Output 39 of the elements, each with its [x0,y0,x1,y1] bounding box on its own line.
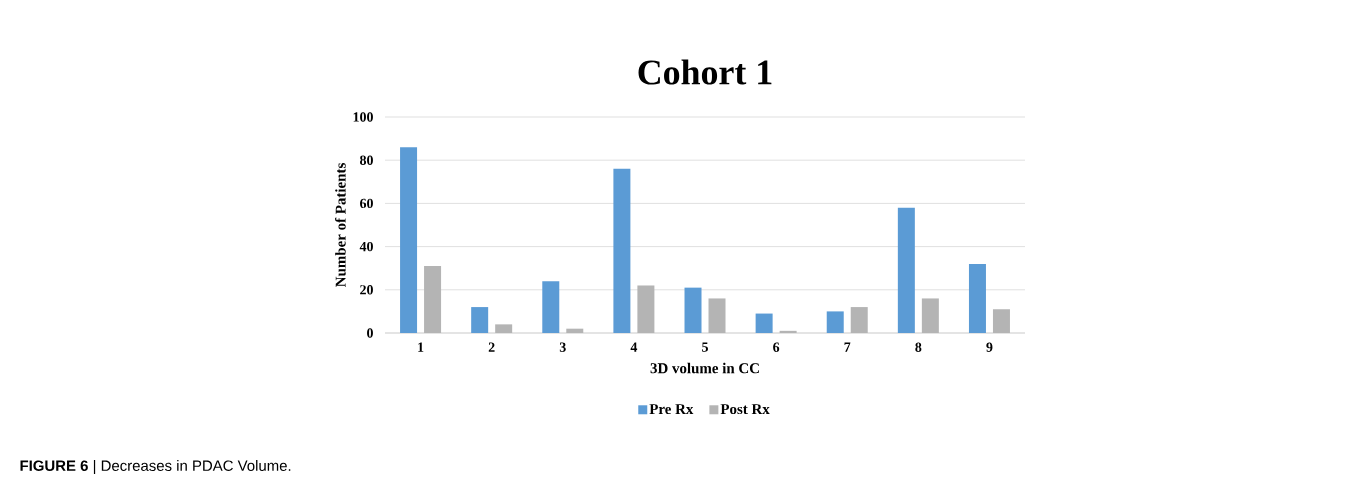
bar [542,281,560,333]
y-axis-title: Number of Patients [335,163,346,287]
chart-title: Cohort 1 [638,59,772,85]
bar [968,263,986,333]
bar [826,311,844,333]
bar [613,168,631,333]
x-axis-title: 3D volume in CC [650,362,759,374]
y-tick-label: 80 [360,155,373,165]
bar [897,207,915,333]
bar [566,328,584,333]
bar [637,285,655,333]
y-tick-label: 100 [353,112,373,122]
x-tick-label: 1 [418,342,424,352]
bar [755,313,773,333]
bar [400,147,418,333]
y-tick-label: 0 [367,328,373,338]
y-tick-label: 60 [360,198,373,209]
x-tick-label: 4 [630,342,638,352]
text: FIGURE 6 | Decreases in PDAC Volume. [20,460,291,474]
bar [495,324,513,333]
bar [850,307,868,333]
bar [708,298,726,333]
x-tick-label: 3 [559,342,566,352]
x-tick-label: 9 [986,342,993,352]
x-tick-label: 7 [844,342,851,352]
y-tick-label: 40 [359,241,373,252]
x-tick-label: 8 [915,342,922,352]
x-tick-label: 2 [488,342,495,352]
bar [779,330,797,333]
bar [921,298,939,333]
legend-label: Pre Rx [649,404,694,415]
x-tick-label: 6 [773,342,780,352]
x-tick-label: 5 [702,342,708,352]
bar [471,307,489,333]
y-tick-label: 20 [360,285,373,295]
bar [684,287,702,333]
bar [424,266,442,333]
bar [992,309,1010,333]
legend-label: Post Rx [720,404,770,415]
